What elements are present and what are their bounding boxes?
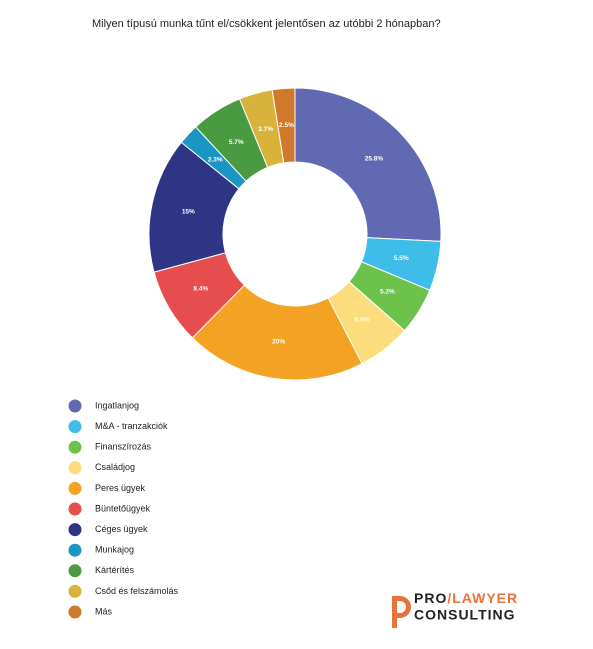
logo-pro: PRO: [414, 590, 447, 606]
legend-swatch: [68, 605, 82, 619]
legend-label: Kártérítés: [95, 565, 135, 575]
logo-consulting: CONSULTING: [414, 607, 516, 623]
legend-label: Ingatlanjog: [95, 400, 139, 410]
legend-label: Csőd és felszámolás: [95, 586, 179, 596]
slice-label: 8.4%: [193, 286, 208, 293]
legend-swatch: [68, 584, 82, 598]
slice-label: 25.8%: [365, 156, 384, 163]
logo-icon: [392, 596, 411, 628]
slice-label: 2.3%: [208, 156, 223, 163]
legend-swatch: [68, 399, 82, 413]
slice-label: 5.5%: [394, 255, 409, 262]
chart-title: Milyen típusú munka tűnt el/csökkent jel…: [92, 18, 441, 30]
legend-swatch: [68, 523, 82, 537]
legend-swatch: [68, 543, 82, 557]
legend-label: Céges ügyek: [95, 524, 148, 534]
slice-label: 5.7%: [229, 139, 244, 146]
slice: [294, 87, 442, 242]
logo-text: PRO/LAWYER: [414, 590, 518, 606]
legend-label: Családjog: [95, 462, 135, 472]
slice-label: 2.5%: [279, 122, 294, 129]
legend-label: Finanszírozás: [95, 442, 152, 452]
legend-swatch: [68, 564, 82, 578]
legend-swatch: [68, 461, 82, 475]
legend-swatch: [68, 502, 82, 516]
legend-label: Büntetőügyek: [95, 503, 151, 513]
slice-label: 20%: [272, 338, 285, 345]
slice-label: 3.7%: [258, 126, 273, 133]
slice: [191, 284, 363, 381]
slice: [271, 87, 296, 164]
legend-label: Munkajog: [95, 545, 134, 555]
logo-lawyer: /LAWYER: [447, 590, 518, 606]
legend-label: Más: [95, 606, 113, 616]
slice-label: 15%: [182, 208, 195, 215]
slice-label: 5.2%: [380, 289, 395, 296]
legend-swatch: [68, 440, 82, 454]
logo: PRO/LAWYER CONSULTING: [392, 590, 518, 628]
legend-swatch: [68, 481, 82, 495]
legend-swatch: [68, 420, 82, 434]
slice-label: 5.9%: [355, 317, 370, 324]
legend-label: Peres ügyek: [95, 483, 146, 493]
legend-label: M&A - tranzakciók: [95, 421, 168, 431]
